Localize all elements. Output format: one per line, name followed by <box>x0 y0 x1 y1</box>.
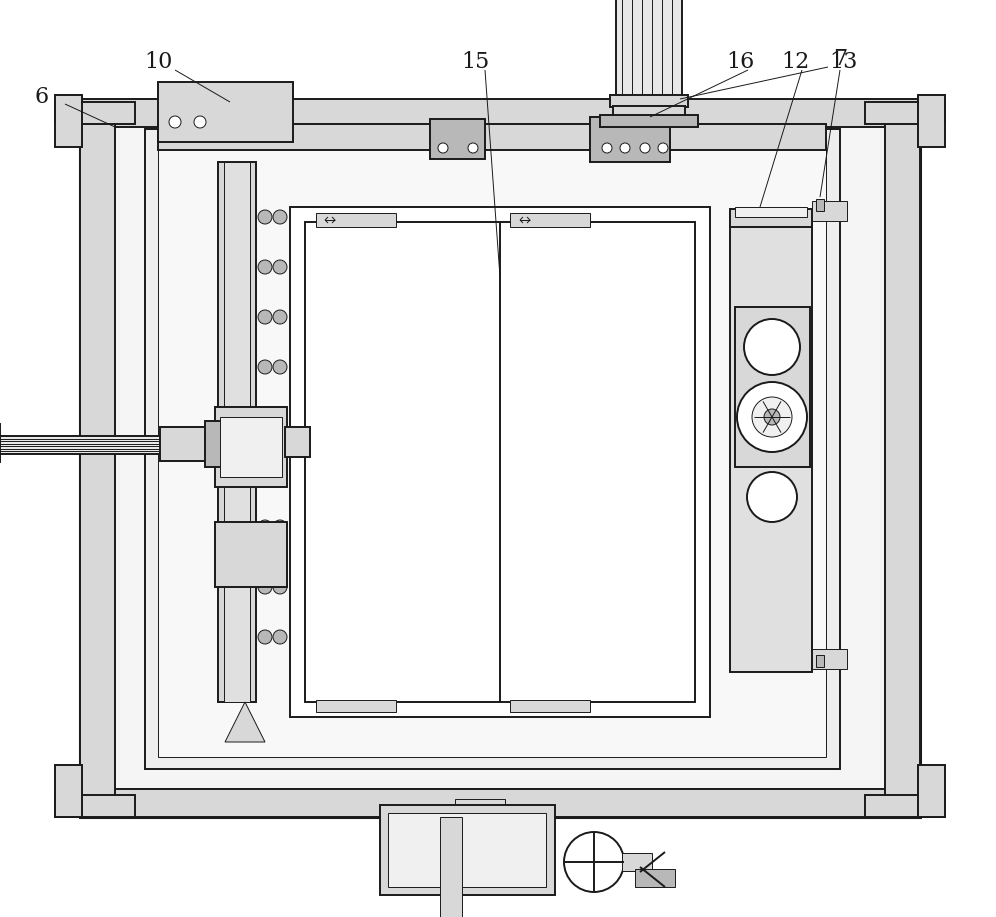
Bar <box>218 162 256 702</box>
Circle shape <box>438 143 448 153</box>
Bar <box>600 115 698 127</box>
Bar <box>215 522 287 587</box>
Circle shape <box>752 397 792 437</box>
Bar <box>388 813 546 887</box>
Bar <box>816 655 824 667</box>
Bar <box>205 421 225 467</box>
Bar <box>80 99 920 127</box>
Circle shape <box>273 580 287 594</box>
Text: 12: 12 <box>781 51 809 73</box>
Circle shape <box>620 143 630 153</box>
Text: 10: 10 <box>143 51 172 73</box>
Circle shape <box>258 470 272 484</box>
Circle shape <box>258 420 272 434</box>
Circle shape <box>194 116 206 128</box>
Bar <box>80 117 920 817</box>
Bar <box>590 117 670 162</box>
Text: 6: 6 <box>35 86 49 108</box>
Circle shape <box>468 143 478 153</box>
Circle shape <box>273 420 287 434</box>
Bar <box>622 853 652 871</box>
Bar <box>440 817 462 917</box>
Bar <box>510 700 590 712</box>
Bar <box>735 207 807 217</box>
Circle shape <box>744 319 800 375</box>
Bar <box>80 789 920 817</box>
Circle shape <box>747 472 797 522</box>
Circle shape <box>764 409 780 425</box>
Circle shape <box>273 520 287 534</box>
Bar <box>290 207 710 717</box>
Circle shape <box>273 310 287 324</box>
Circle shape <box>273 210 287 224</box>
Circle shape <box>169 116 181 128</box>
Circle shape <box>258 630 272 644</box>
Bar <box>613 106 685 120</box>
Bar <box>812 201 847 221</box>
Bar <box>285 427 310 457</box>
Circle shape <box>273 260 287 274</box>
Bar <box>224 162 250 702</box>
Bar <box>885 117 920 817</box>
Bar <box>316 700 396 712</box>
Circle shape <box>258 260 272 274</box>
Bar <box>316 213 396 227</box>
Bar <box>730 209 812 227</box>
Text: 13: 13 <box>829 51 858 73</box>
Bar <box>55 795 135 817</box>
Bar <box>215 407 287 487</box>
Circle shape <box>564 832 624 892</box>
Circle shape <box>273 630 287 644</box>
Circle shape <box>737 382 807 452</box>
Bar <box>735 307 810 467</box>
Circle shape <box>258 310 272 324</box>
Bar <box>160 427 210 461</box>
Circle shape <box>258 360 272 374</box>
Circle shape <box>258 520 272 534</box>
Circle shape <box>258 580 272 594</box>
Bar <box>865 795 945 817</box>
Text: 15: 15 <box>461 51 489 73</box>
Bar <box>812 649 847 669</box>
Bar <box>865 102 945 124</box>
Bar <box>430 119 485 159</box>
Circle shape <box>640 143 650 153</box>
Circle shape <box>273 470 287 484</box>
Bar <box>305 222 695 702</box>
Bar <box>816 199 824 211</box>
Circle shape <box>258 210 272 224</box>
Bar <box>55 95 82 147</box>
Bar <box>80 117 115 817</box>
Bar <box>158 124 826 150</box>
Bar <box>616 0 682 99</box>
Bar <box>918 95 945 147</box>
Bar <box>220 417 282 477</box>
Text: 7: 7 <box>833 48 847 70</box>
Bar <box>730 212 812 672</box>
Bar <box>55 765 82 817</box>
Polygon shape <box>225 702 265 742</box>
Bar <box>610 95 688 107</box>
Bar <box>380 805 555 895</box>
Circle shape <box>602 143 612 153</box>
Bar <box>158 141 826 757</box>
Bar <box>145 129 840 769</box>
Text: 16: 16 <box>726 51 754 73</box>
Bar <box>0 436 205 454</box>
Bar <box>158 82 293 142</box>
Circle shape <box>273 360 287 374</box>
Bar <box>55 102 135 124</box>
Bar <box>918 765 945 817</box>
Bar <box>635 869 675 887</box>
Bar <box>510 213 590 227</box>
Bar <box>455 799 505 827</box>
Circle shape <box>658 143 668 153</box>
